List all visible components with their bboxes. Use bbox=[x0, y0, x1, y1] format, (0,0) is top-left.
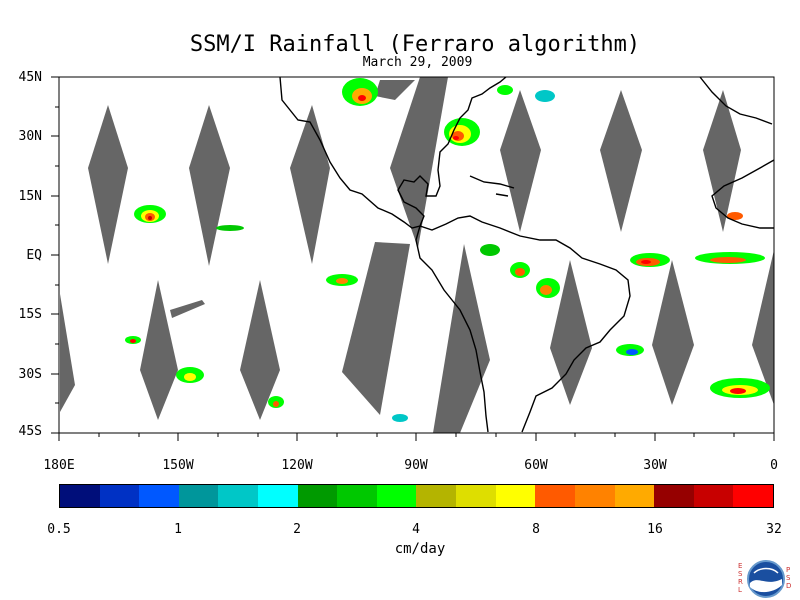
colorbar-swatch bbox=[693, 485, 734, 507]
lat-label: 45N bbox=[18, 70, 42, 85]
lat-label: 45S bbox=[18, 424, 42, 439]
lat-label: 30S bbox=[18, 367, 42, 382]
colorbar bbox=[59, 484, 774, 508]
swath-gap bbox=[170, 300, 205, 318]
colorbar-swatch bbox=[416, 485, 457, 507]
rain-patch bbox=[336, 278, 348, 284]
swath-gap bbox=[375, 80, 415, 100]
colorbar-swatch bbox=[574, 485, 615, 507]
coastline-north-america bbox=[279, 76, 507, 229]
rain-patch bbox=[342, 78, 378, 106]
swath-gap bbox=[390, 77, 448, 248]
rain-patch bbox=[130, 339, 136, 343]
colorbar-swatch bbox=[733, 485, 773, 507]
swath-gap bbox=[550, 260, 592, 405]
swath-gap bbox=[433, 244, 490, 433]
rain-patch bbox=[134, 205, 166, 223]
colorbar-swatch bbox=[654, 485, 694, 507]
rain-patch bbox=[510, 262, 530, 278]
colorbar-swatch bbox=[614, 485, 655, 507]
lon-label: 0 bbox=[770, 458, 778, 473]
swath-gap bbox=[189, 105, 230, 266]
colorbar-swatch bbox=[535, 485, 575, 507]
noaa-emblem-icon bbox=[747, 560, 785, 598]
rain-patch bbox=[727, 212, 743, 220]
colorbar-swatch bbox=[495, 485, 536, 507]
colorbar-swatch bbox=[258, 485, 298, 507]
rain-patch bbox=[497, 85, 513, 95]
lon-label: 60W bbox=[524, 458, 548, 473]
colorbar-swatch bbox=[456, 485, 496, 507]
colorbar-swatch bbox=[337, 485, 377, 507]
rain-patch bbox=[626, 349, 638, 355]
colorbar-swatch bbox=[139, 485, 179, 507]
colorbar-tick-label: 8 bbox=[532, 522, 540, 537]
swath-gap bbox=[600, 90, 642, 232]
swath-gaps bbox=[60, 77, 774, 433]
swath-gap bbox=[752, 250, 774, 405]
lon-label: 30W bbox=[643, 458, 667, 473]
rain-patch bbox=[536, 278, 560, 298]
swath-gap bbox=[500, 90, 541, 232]
lat-label: 30N bbox=[18, 129, 42, 144]
swath-gap bbox=[342, 242, 410, 415]
rain-patch bbox=[710, 378, 770, 398]
colorbar-tick-label: 32 bbox=[766, 522, 782, 537]
rain-patch bbox=[216, 225, 244, 231]
colorbar-swatch bbox=[60, 485, 100, 507]
coastlines bbox=[279, 76, 775, 433]
colorbar-tick-label: 16 bbox=[647, 522, 663, 537]
map-title: SSM/I Rainfall (Ferraro algorithm) bbox=[189, 32, 641, 57]
colorbar-swatch bbox=[218, 485, 259, 507]
axis-ticks bbox=[51, 76, 775, 441]
lat-label: 15N bbox=[18, 189, 42, 204]
colorbar-tick-label: 1 bbox=[174, 522, 182, 537]
lon-label: 180E bbox=[43, 458, 75, 473]
swath-gap bbox=[240, 280, 280, 420]
coastline-africa-europe bbox=[699, 76, 775, 229]
lat-label: EQ bbox=[26, 248, 42, 263]
rain-patch bbox=[535, 90, 555, 102]
rain-patch bbox=[184, 373, 196, 381]
colorbar-swatch bbox=[99, 485, 140, 507]
swath-gap bbox=[88, 105, 128, 264]
colorbar-swatch bbox=[297, 485, 338, 507]
rainfall-map bbox=[51, 76, 775, 441]
lat-label: 15S bbox=[18, 307, 42, 322]
rain-patches bbox=[125, 78, 770, 422]
swath-gap bbox=[140, 280, 178, 420]
rain-patch bbox=[273, 401, 279, 407]
rain-patch bbox=[392, 414, 408, 422]
swath-gap bbox=[703, 90, 741, 232]
rain-patch bbox=[710, 257, 746, 263]
colorbar-swatch bbox=[376, 485, 417, 507]
coastline-caribbean bbox=[469, 175, 515, 197]
rain-patch bbox=[630, 253, 670, 267]
lon-label: 120W bbox=[281, 458, 313, 473]
swath-gap bbox=[60, 294, 75, 412]
swath-gap bbox=[290, 105, 330, 264]
colorbar-tick-label: 0.5 bbox=[47, 522, 71, 537]
colorbar-tick-label: 2 bbox=[293, 522, 301, 537]
colorbar-swatch bbox=[178, 485, 219, 507]
lon-label: 90W bbox=[404, 458, 428, 473]
colorbar-tick-label: 4 bbox=[412, 522, 420, 537]
rain-patch bbox=[480, 244, 500, 256]
lon-label: 150W bbox=[162, 458, 194, 473]
colorbar-unit: cm/day bbox=[394, 541, 446, 557]
map-date: March 29, 2009 bbox=[362, 55, 473, 70]
coastline-south-america bbox=[415, 215, 631, 433]
swath-gap bbox=[652, 260, 694, 405]
